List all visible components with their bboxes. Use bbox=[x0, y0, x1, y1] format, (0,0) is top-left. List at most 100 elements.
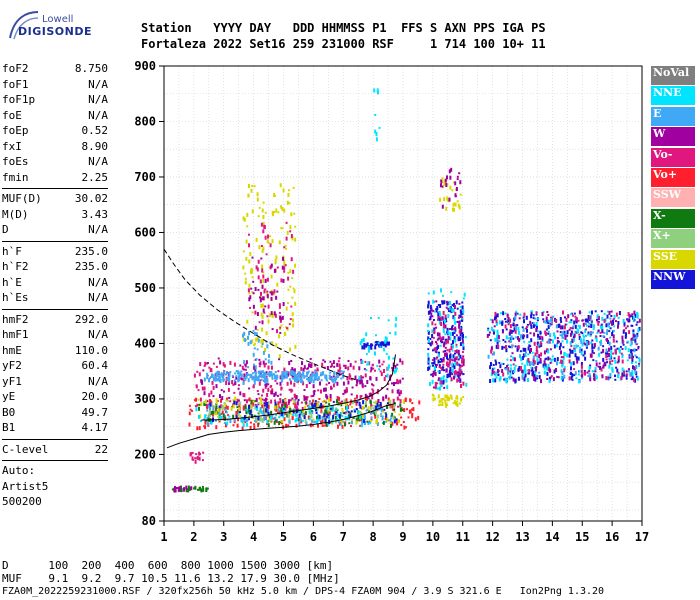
echo-point bbox=[372, 389, 375, 394]
echo-point bbox=[454, 338, 457, 343]
echo-point bbox=[274, 416, 277, 421]
echo-point bbox=[452, 354, 455, 359]
echo-point bbox=[242, 377, 245, 380]
echo-point bbox=[369, 376, 372, 381]
echo-point bbox=[547, 325, 550, 330]
echo-point bbox=[203, 418, 206, 421]
echo-point bbox=[260, 312, 263, 317]
echo-point bbox=[381, 341, 384, 346]
echo-point bbox=[457, 374, 460, 379]
echo-point bbox=[314, 402, 317, 407]
param-value: 49.7 bbox=[81, 405, 109, 419]
echo-point bbox=[542, 318, 545, 321]
echo-point bbox=[262, 279, 265, 283]
echo-point bbox=[539, 358, 542, 362]
echo-point bbox=[451, 359, 454, 362]
echo-point bbox=[261, 339, 264, 343]
echo-point bbox=[508, 376, 511, 379]
echo-point bbox=[307, 367, 309, 370]
echo-point bbox=[636, 321, 639, 324]
echo-point bbox=[259, 374, 262, 377]
echo-point bbox=[293, 399, 296, 404]
echo-point bbox=[219, 379, 222, 384]
echo-point bbox=[569, 371, 572, 374]
echo-point bbox=[574, 324, 577, 329]
echo-point bbox=[244, 277, 247, 280]
echo-point bbox=[329, 365, 332, 368]
echo-point bbox=[174, 488, 177, 493]
echo-point bbox=[536, 361, 539, 365]
echo-point bbox=[273, 289, 276, 294]
echo-point bbox=[392, 404, 394, 409]
echo-point bbox=[289, 269, 292, 274]
echo-point bbox=[258, 362, 261, 365]
echo-point bbox=[248, 283, 251, 288]
echo-point bbox=[440, 384, 443, 387]
echo-point bbox=[208, 378, 210, 383]
echo-point bbox=[307, 370, 310, 373]
echo-point bbox=[338, 371, 341, 374]
echo-point bbox=[536, 377, 538, 380]
echo-point bbox=[361, 413, 364, 418]
param-name: 500200 bbox=[2, 495, 42, 508]
echo-point bbox=[458, 321, 461, 326]
echo-point bbox=[428, 318, 431, 321]
echo-point bbox=[250, 270, 252, 275]
echo-point bbox=[534, 376, 537, 379]
echo-point bbox=[258, 410, 261, 413]
echo-point bbox=[275, 403, 278, 408]
echo-point bbox=[588, 333, 591, 336]
echo-point bbox=[267, 423, 270, 428]
echo-point bbox=[206, 487, 209, 490]
echo-point bbox=[179, 485, 182, 488]
echo-point bbox=[558, 345, 561, 350]
echo-point bbox=[334, 415, 337, 420]
echo-point bbox=[325, 415, 328, 418]
echo-point bbox=[526, 325, 528, 328]
echo-point bbox=[503, 378, 505, 381]
plot-frame bbox=[163, 65, 643, 522]
echo-point bbox=[237, 414, 240, 417]
echo-point bbox=[321, 400, 324, 403]
echo-point bbox=[493, 367, 496, 370]
echo-point bbox=[535, 345, 538, 350]
echo-point bbox=[591, 331, 594, 334]
echo-point bbox=[241, 416, 244, 421]
echo-point bbox=[523, 367, 526, 372]
echo-point bbox=[608, 347, 610, 352]
echo-point bbox=[203, 386, 206, 391]
echo-point bbox=[371, 395, 374, 400]
echo-point bbox=[278, 410, 281, 415]
echo-point bbox=[261, 394, 263, 397]
echo-point bbox=[202, 451, 205, 454]
echo-point bbox=[445, 368, 448, 373]
echo-point bbox=[363, 368, 366, 371]
echo-point bbox=[585, 345, 588, 348]
echo-point bbox=[244, 338, 247, 342]
echo-point bbox=[589, 319, 592, 322]
echo-point bbox=[359, 410, 362, 413]
echo-point bbox=[443, 181, 446, 186]
echo-point bbox=[208, 366, 211, 369]
echo-point bbox=[599, 365, 602, 370]
echo-point bbox=[209, 377, 211, 380]
echo-point bbox=[632, 365, 634, 370]
echo-point bbox=[411, 412, 414, 415]
echo-point bbox=[400, 390, 402, 395]
echo-point bbox=[559, 342, 562, 347]
echo-point bbox=[492, 367, 495, 370]
echo-point bbox=[455, 401, 458, 406]
echo-point bbox=[456, 178, 459, 181]
echo-point bbox=[454, 352, 456, 355]
echo-point bbox=[451, 324, 454, 327]
echo-point bbox=[438, 316, 441, 319]
echo-point bbox=[579, 346, 582, 349]
echo-point bbox=[436, 356, 439, 359]
echo-point bbox=[632, 333, 635, 338]
echo-point bbox=[442, 380, 445, 385]
echo-point bbox=[396, 363, 399, 366]
echo-point bbox=[458, 377, 461, 380]
param-name: h`F2 bbox=[2, 260, 29, 273]
echo-point bbox=[316, 404, 319, 409]
echo-point bbox=[235, 401, 238, 406]
